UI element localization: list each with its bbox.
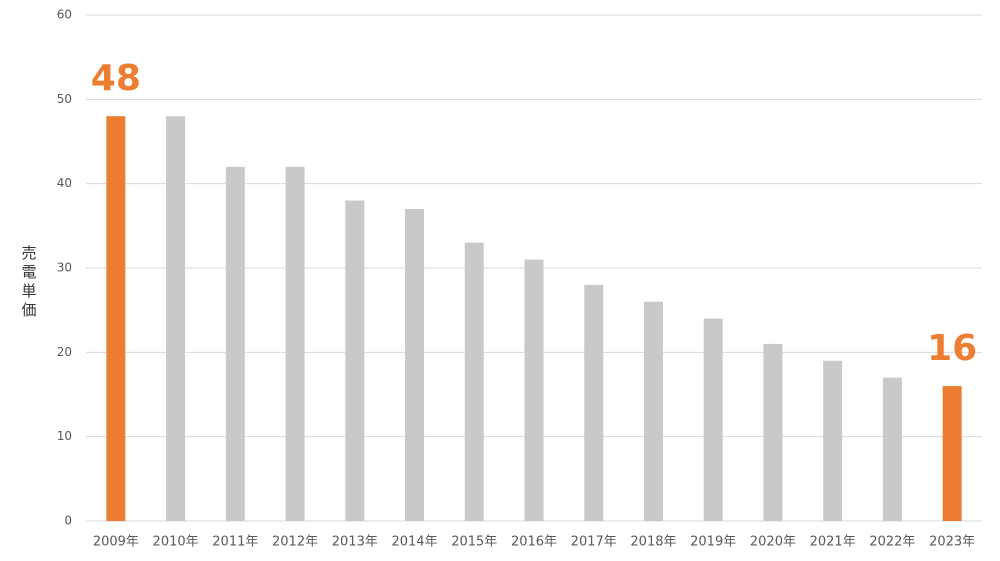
y-tick-label: 40 bbox=[57, 176, 72, 190]
bar bbox=[166, 116, 186, 521]
y-tick-label: 20 bbox=[57, 345, 72, 359]
y-tick-label: 50 bbox=[57, 92, 72, 106]
x-tick-label: 2019年 bbox=[690, 535, 736, 550]
data-label: 48 bbox=[91, 58, 141, 99]
bar bbox=[285, 166, 305, 522]
x-tick-label: 2013年 bbox=[332, 535, 378, 550]
bar bbox=[405, 208, 425, 521]
bar bbox=[345, 200, 365, 522]
bar bbox=[823, 360, 843, 521]
y-axis-label: 売電単価 bbox=[20, 245, 38, 321]
x-tick-label: 2021年 bbox=[810, 535, 856, 550]
y-tick-label: 0 bbox=[64, 514, 72, 528]
bar bbox=[763, 343, 783, 521]
x-tick-label: 2014年 bbox=[391, 535, 437, 550]
y-tick-label: 30 bbox=[57, 261, 72, 275]
data-label: 16 bbox=[927, 328, 977, 369]
bar bbox=[106, 116, 126, 521]
bar bbox=[524, 259, 544, 521]
x-tick-label: 2020年 bbox=[750, 535, 796, 550]
x-tick-label: 2011年 bbox=[212, 535, 258, 550]
bar bbox=[882, 377, 902, 521]
bar bbox=[703, 318, 723, 521]
x-tick-label: 2015年 bbox=[451, 535, 497, 550]
bar bbox=[464, 242, 484, 521]
x-tick-label: 2022年 bbox=[869, 535, 915, 550]
bar bbox=[584, 284, 604, 521]
x-tick-label: 2017年 bbox=[571, 535, 617, 550]
x-tick-label: 2012年 bbox=[272, 535, 318, 550]
y-tick-label: 60 bbox=[57, 8, 72, 22]
x-tick-label: 2018年 bbox=[630, 535, 676, 550]
bar bbox=[942, 386, 962, 521]
x-tick-label: 2023年 bbox=[929, 535, 975, 550]
x-tick-label: 2010年 bbox=[153, 535, 199, 550]
bar bbox=[643, 301, 663, 521]
bar bbox=[225, 166, 245, 522]
x-tick-label: 2009年 bbox=[93, 535, 139, 550]
x-tick-label: 2016年 bbox=[511, 535, 557, 550]
y-tick-label: 10 bbox=[57, 429, 72, 443]
